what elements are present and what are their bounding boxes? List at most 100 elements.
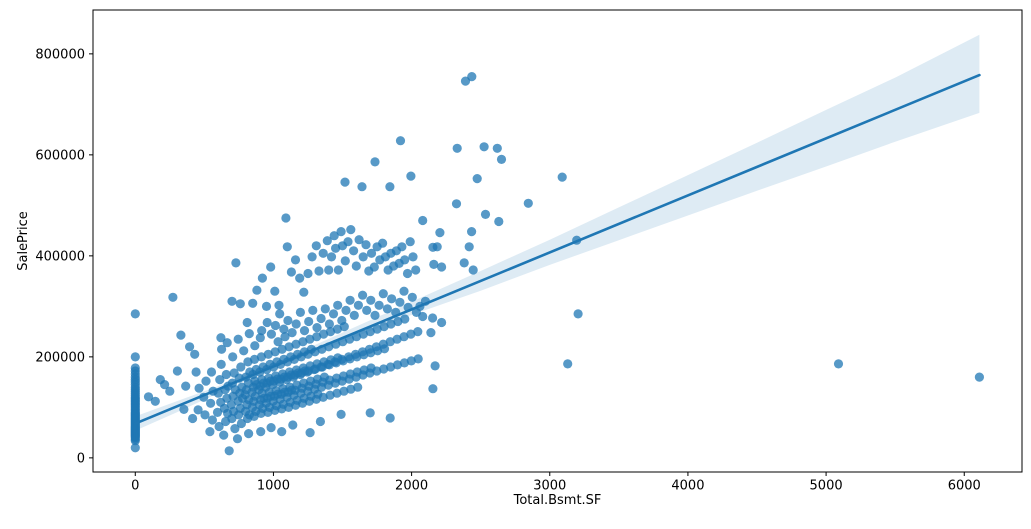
- scatter-point: [372, 324, 382, 334]
- scatter-point: [349, 310, 359, 320]
- scatter-point: [172, 366, 182, 376]
- scatter-point: [523, 198, 533, 208]
- scatter-point: [298, 337, 308, 347]
- scatter-point: [256, 427, 266, 437]
- scatter-point: [299, 326, 310, 336]
- y-tick-label: 400000: [35, 249, 85, 264]
- scatter-point: [270, 320, 281, 331]
- scatter-point: [374, 300, 384, 310]
- scatter-point: [370, 310, 380, 320]
- y-tick-label: 0: [77, 451, 85, 466]
- scatter-point: [378, 238, 388, 248]
- scatter-point: [270, 286, 280, 296]
- scatter-point: [496, 154, 507, 164]
- scatter-point: [185, 342, 195, 352]
- scatter-point: [280, 332, 290, 342]
- scatter-point: [315, 416, 325, 427]
- scatter-point: [358, 329, 368, 339]
- scatter-point: [429, 259, 439, 269]
- scatter-point: [467, 72, 477, 82]
- confidence-band: [135, 34, 980, 431]
- scatter-point: [399, 358, 409, 368]
- scatter-point: [316, 313, 326, 324]
- scatter-point: [216, 333, 226, 343]
- scatter-point: [282, 242, 292, 252]
- scatter-point: [279, 324, 289, 334]
- x-tick-label: 5000: [810, 479, 843, 494]
- scatter-point: [324, 319, 334, 329]
- scatter-point: [402, 268, 413, 279]
- scatter-point: [266, 329, 276, 339]
- scatter-point: [160, 380, 170, 390]
- scatter-point: [557, 172, 567, 182]
- scatter-point: [340, 256, 350, 266]
- scatter-point: [262, 317, 272, 328]
- scatter-point: [369, 262, 379, 272]
- scatter-point: [318, 248, 328, 258]
- scatter-point: [286, 267, 296, 277]
- scatter-point: [385, 337, 395, 347]
- scatter-point: [242, 317, 252, 328]
- scatter-point: [358, 252, 368, 262]
- scatter-point: [319, 329, 329, 339]
- scatter-point: [372, 366, 382, 376]
- scatter-point: [235, 299, 245, 309]
- scatter-point: [232, 434, 243, 444]
- scatter-point: [385, 182, 395, 192]
- scatter-point: [206, 367, 217, 377]
- scatter-point: [257, 273, 267, 283]
- scatter-point: [452, 143, 462, 153]
- scatter-point: [305, 334, 315, 344]
- scatter-point: [179, 404, 189, 414]
- scatter-point: [257, 326, 267, 336]
- scatter-point: [256, 352, 266, 362]
- scatter-point: [405, 237, 415, 247]
- scatter-point: [130, 352, 140, 362]
- scatter-point: [244, 429, 254, 439]
- x-axis-label: Total.Bsmt.SF: [513, 493, 602, 508]
- scatter-point: [459, 258, 469, 268]
- scatter-point: [214, 421, 224, 432]
- scatter-point: [263, 349, 273, 359]
- scatter-point: [168, 292, 178, 302]
- scatter-point: [283, 315, 293, 326]
- x-tick-label: 4000: [671, 479, 704, 494]
- scatter-point: [333, 300, 343, 310]
- scatter-point: [273, 337, 283, 347]
- scatter-point: [418, 311, 428, 322]
- scatter-point: [329, 231, 339, 241]
- scatter-point: [358, 290, 368, 300]
- scatter-point: [428, 313, 438, 323]
- scatter-point: [366, 295, 376, 305]
- scatter-point: [312, 323, 322, 333]
- scatter-point: [255, 333, 265, 343]
- scatter-point: [130, 309, 140, 319]
- scatter-point: [207, 415, 217, 425]
- scatter-point: [277, 427, 287, 437]
- scatter-point: [201, 376, 211, 386]
- scatter-point: [325, 390, 335, 400]
- scatter-point: [308, 305, 318, 315]
- scatter-point: [345, 295, 355, 305]
- scatter-point: [288, 420, 298, 430]
- scatter-point: [492, 143, 502, 153]
- scatter-point: [353, 382, 363, 392]
- scatter-point: [337, 315, 347, 326]
- scatter-point: [311, 241, 321, 251]
- scatter-point: [974, 372, 985, 382]
- scatter-point: [563, 359, 573, 369]
- scatter-point: [411, 265, 421, 275]
- x-tick-label: 6000: [948, 479, 981, 494]
- scatter-point: [307, 252, 317, 262]
- scatter-point: [437, 317, 447, 328]
- scatter-point: [468, 265, 478, 275]
- scatter-point: [494, 216, 504, 227]
- scatter-point: [435, 228, 445, 238]
- scatter-point: [281, 213, 291, 223]
- scatter-point: [387, 294, 397, 304]
- scatter-point: [312, 332, 322, 342]
- scatter-point: [336, 227, 346, 237]
- scatter-point: [432, 242, 442, 252]
- scatter-point: [324, 265, 334, 275]
- scatter-point: [303, 268, 313, 279]
